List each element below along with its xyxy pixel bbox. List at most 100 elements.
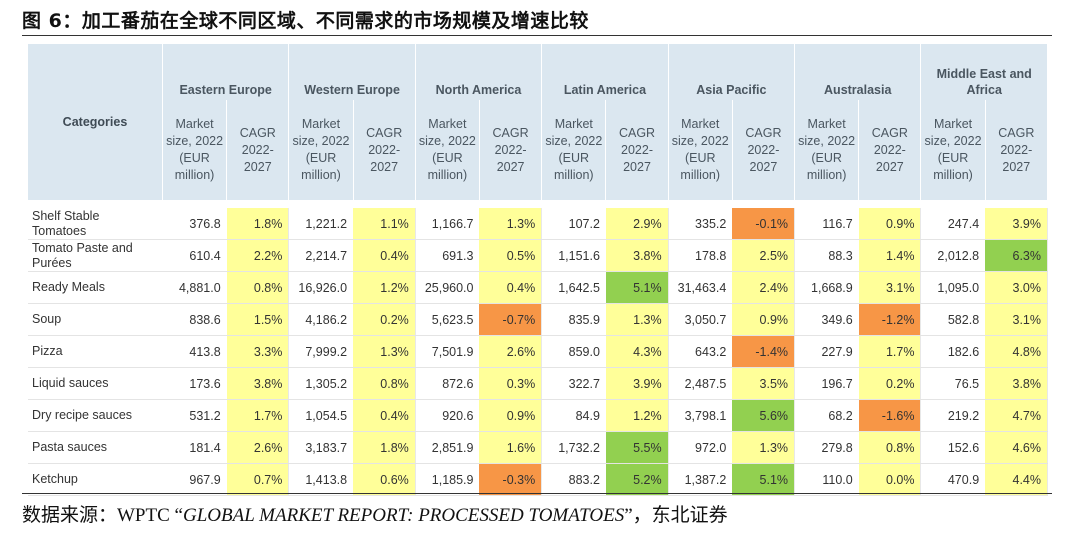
subheader-line: size, 2022 [798, 134, 856, 148]
table-row: Pasta sauces 181.4 2.6% 3,183.7 1.8% 2,851.9 1… [28, 431, 1049, 464]
cagr-cell: 0.2% [858, 367, 922, 400]
subheader-line: 2027 [623, 159, 651, 174]
market-size-cell: 1,095.0 [920, 271, 986, 304]
subheader-row: Market size, 2022 (EUR million) CAGR 2022- 202… [28, 100, 1049, 204]
market-size-cell: 4,186.2 [288, 303, 354, 336]
market-size-cell: 7,999.2 [288, 335, 354, 368]
market-size-cell: 2,851.9 [415, 431, 480, 464]
region-header: Asia Pacific [668, 44, 796, 100]
subheader-line: (EUR [558, 151, 590, 165]
market-size-cell: 3,183.7 [288, 431, 354, 464]
market-size-cell: 247.4 [920, 200, 986, 240]
market-size-cell: 116.7 [794, 200, 859, 240]
category-cell: Tomato Paste and Purées [28, 239, 163, 272]
cagr-cell: 4.6% [985, 431, 1049, 464]
category-cell: Liquid sauces [28, 367, 163, 400]
subheader-line: million) [933, 168, 973, 182]
market-size-subheader: Market size, 2022 (EUR million) [288, 100, 354, 204]
figure-title: 图 6：加工番茄在全球不同区域、不同需求的市场规模及增速比较 [22, 10, 589, 32]
market-size-cell: 582.8 [920, 303, 986, 336]
cagr-cell: 2.6% [226, 431, 290, 464]
market-size-cell: 835.9 [541, 303, 606, 336]
subheader-line: million) [806, 168, 847, 182]
cagr-cell: 1.1% [353, 200, 416, 240]
market-size-cell: 349.6 [794, 303, 859, 336]
category-cell: Pizza [28, 335, 163, 368]
region-header: Eastern Europe [162, 44, 290, 100]
cagr-cell: 2.2% [226, 239, 290, 272]
cagr-cell: 2.5% [732, 239, 796, 272]
market-size-subheader: Market size, 2022 (EUR million) [162, 100, 228, 204]
table-body: Shelf Stable Tomatoes 376.8 1.8% 1,221.2 1.1… [28, 200, 1049, 496]
subheader-line: Market [301, 117, 341, 131]
subheader-line: 2027 [496, 159, 525, 174]
source-suffix: ”，东北证券 [624, 505, 728, 526]
market-size-cell: 1,305.2 [288, 367, 354, 400]
market-size-cell: 335.2 [668, 200, 733, 240]
region-header-line: Middle East and [936, 67, 1032, 81]
region-header: North America [415, 44, 543, 100]
cagr-subheader: CAGR 2022- 2027 [226, 100, 290, 204]
region-header-line: Africa [966, 83, 1002, 97]
category-cell: Ketchup [28, 463, 163, 496]
market-size-cell: 2,214.7 [288, 239, 354, 272]
category-cell: Dry recipe sauces [28, 399, 163, 432]
cagr-cell: 0.8% [353, 367, 416, 400]
cagr-subheader: CAGR 2022- 2027 [985, 100, 1049, 204]
subheader-line: 2027 [875, 159, 904, 174]
table-row: Shelf Stable Tomatoes 376.8 1.8% 1,221.2 1.1… [28, 200, 1049, 240]
cagr-cell: 4.7% [985, 399, 1049, 432]
cagr-cell: 0.9% [858, 200, 922, 240]
market-size-cell: 219.2 [920, 399, 986, 432]
subheader-line: size, 2022 [418, 134, 476, 148]
subheader-line: CAGR [871, 125, 908, 140]
market-size-cell: 25,960.0 [415, 271, 480, 304]
market-size-subheader: Market size, 2022 (EUR million) [920, 100, 986, 204]
subheader-line: million) [301, 168, 341, 182]
subheader-line: (EUR [432, 151, 463, 165]
market-size-cell: 470.9 [920, 463, 986, 496]
subheader-line: size, 2022 [292, 134, 350, 148]
subheader-line: CAGR [492, 125, 529, 140]
cagr-cell: 4.8% [985, 335, 1049, 368]
market-size-cell: 84.9 [541, 399, 606, 432]
category-cell: Pasta sauces [28, 431, 163, 464]
subheader-line: CAGR [366, 125, 403, 140]
cagr-cell: 5.2% [605, 463, 669, 496]
cagr-cell: 0.8% [226, 271, 290, 304]
top-rule [22, 35, 1052, 36]
cagr-cell: 1.2% [353, 271, 416, 304]
subheader-line: Market [681, 117, 720, 131]
market-size-subheader: Market size, 2022 (EUR million) [668, 100, 733, 204]
market-size-cell: 107.2 [541, 200, 606, 240]
subheader-line: million) [174, 168, 215, 182]
subheader-line: size, 2022 [166, 134, 224, 148]
cagr-cell: 0.3% [479, 367, 543, 400]
cagr-cell: 1.7% [226, 399, 290, 432]
cagr-cell: -1.6% [858, 399, 922, 432]
market-size-cell: 182.6 [920, 335, 986, 368]
market-size-cell: 31,463.4 [668, 271, 733, 304]
cagr-cell: 1.3% [479, 200, 543, 240]
market-size-cell: 4,881.0 [162, 271, 227, 304]
market-size-cell: 872.6 [415, 367, 480, 400]
subheader-line: CAGR [618, 125, 656, 140]
market-size-cell: 3,050.7 [668, 303, 733, 336]
category-cell: Soup [28, 303, 163, 336]
cagr-cell: 1.7% [858, 335, 922, 368]
cagr-cell: 3.5% [732, 367, 796, 400]
cagr-subheader: CAGR 2022- 2027 [605, 100, 669, 204]
market-size-cell: 610.4 [162, 239, 227, 272]
source-report-title: GLOBAL MARKET REPORT: PROCESSED TOMATOES [182, 505, 625, 526]
cagr-cell: 3.1% [858, 271, 922, 304]
cagr-cell: 3.9% [985, 200, 1049, 240]
cagr-cell: 1.3% [353, 335, 416, 368]
region-header: Western Europe [288, 44, 416, 100]
subheader-line: (EUR [811, 151, 842, 165]
cagr-cell: 3.9% [605, 367, 669, 400]
subheader-line: Market [428, 117, 467, 131]
subheader-line: Market [933, 117, 973, 131]
cagr-cell: 0.9% [479, 399, 543, 432]
region-header: Middle East and Africa [920, 44, 1048, 100]
figure-source: 数据来源：WPTC “GLOBAL MARKET REPORT: PROCESS… [22, 500, 728, 527]
